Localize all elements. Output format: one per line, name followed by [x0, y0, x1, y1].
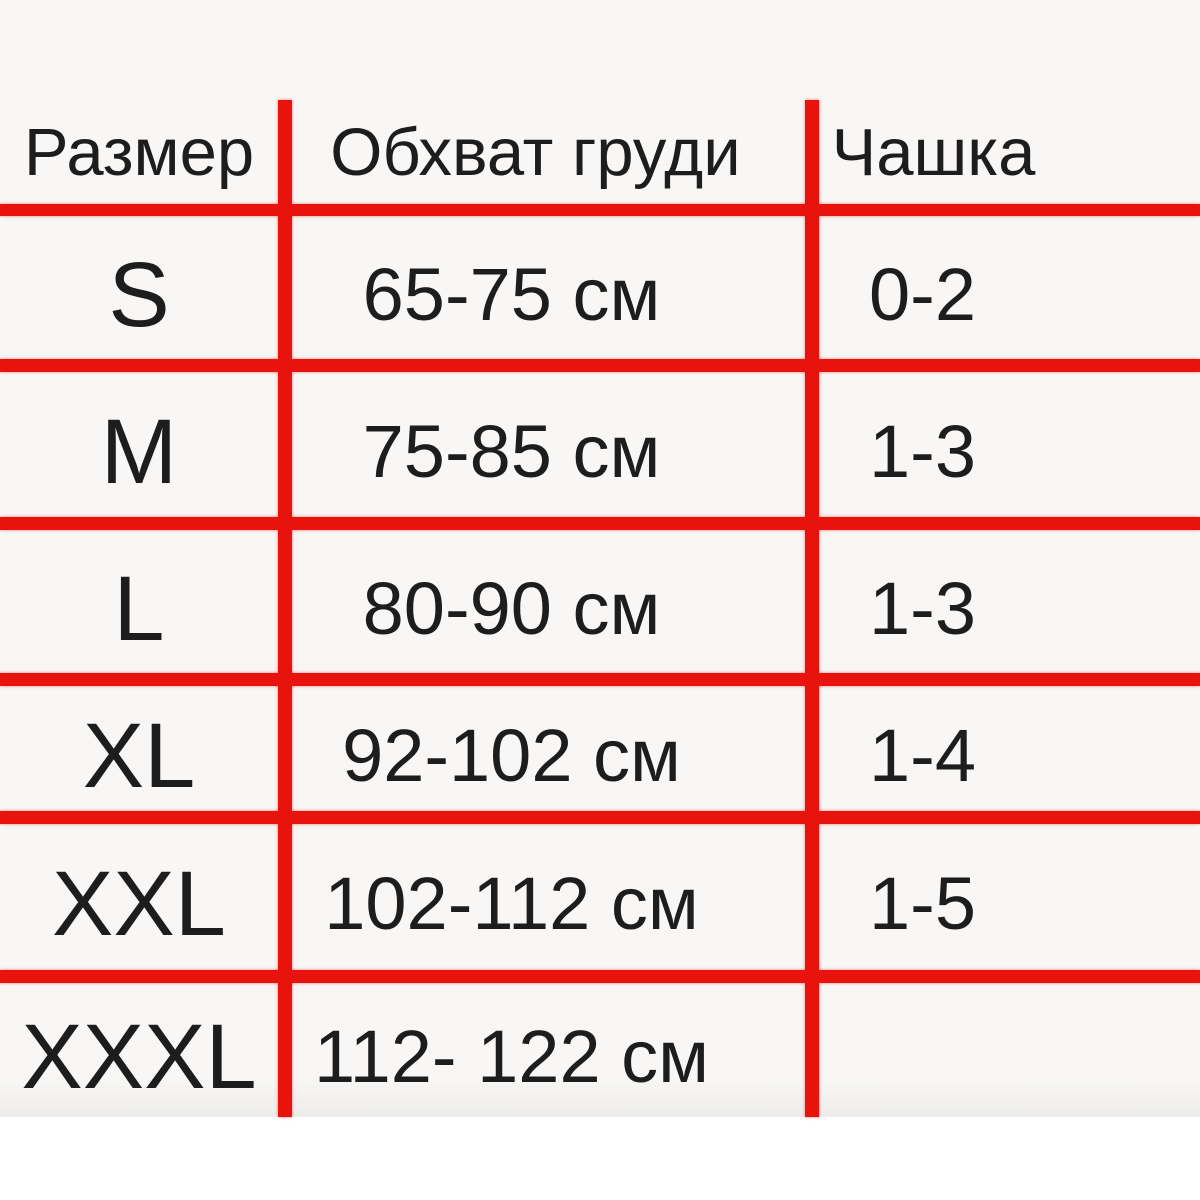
header-cup: Чашка: [831, 114, 1036, 190]
header-size: Размер: [23, 114, 255, 190]
vertical-divider-1: [278, 100, 292, 1117]
cell-chest-xl: 92-102 см: [342, 713, 681, 797]
cell-cup-s: 0-2: [869, 252, 976, 336]
horizontal-divider-header: [0, 204, 1200, 216]
cell-size-s: S: [108, 243, 170, 346]
size-table: Размер Обхват груди Чашка S 65-75 см 0-2…: [0, 100, 1200, 1117]
cell-cup-xl: 1-4: [869, 713, 976, 797]
vertical-divider-2: [805, 100, 819, 1117]
cell-chest-s: 65-75 см: [362, 252, 661, 336]
horizontal-divider-row-xl: [0, 811, 1200, 824]
cell-chest-m: 75-85 см: [362, 409, 661, 493]
cell-size-m: M: [100, 400, 178, 503]
cell-size-l: L: [113, 557, 165, 660]
horizontal-divider-row-xxl: [0, 970, 1200, 983]
cell-size-xl: XL: [82, 704, 196, 807]
horizontal-divider-row-m: [0, 517, 1200, 530]
cell-cup-m: 1-3: [869, 409, 976, 493]
horizontal-divider-row-s: [0, 359, 1200, 372]
cell-cup-xxxl: [819, 983, 1200, 1117]
cell-cup-xxl: 1-5: [869, 862, 976, 945]
cell-chest-xxl: 102-112 см: [324, 862, 699, 945]
cell-size-xxxl: XXXL: [21, 1006, 257, 1108]
size-table-background: Размер Обхват груди Чашка S 65-75 см 0-2…: [0, 0, 1200, 1117]
horizontal-divider-row-l: [0, 673, 1200, 686]
cell-chest-xxxl: 112- 122 см: [313, 1015, 710, 1098]
header-chest: Обхват груди: [330, 114, 741, 190]
cell-cup-l: 1-3: [869, 566, 976, 650]
cell-size-xxl: XXL: [52, 853, 226, 955]
cell-chest-l: 80-90 см: [362, 566, 661, 650]
